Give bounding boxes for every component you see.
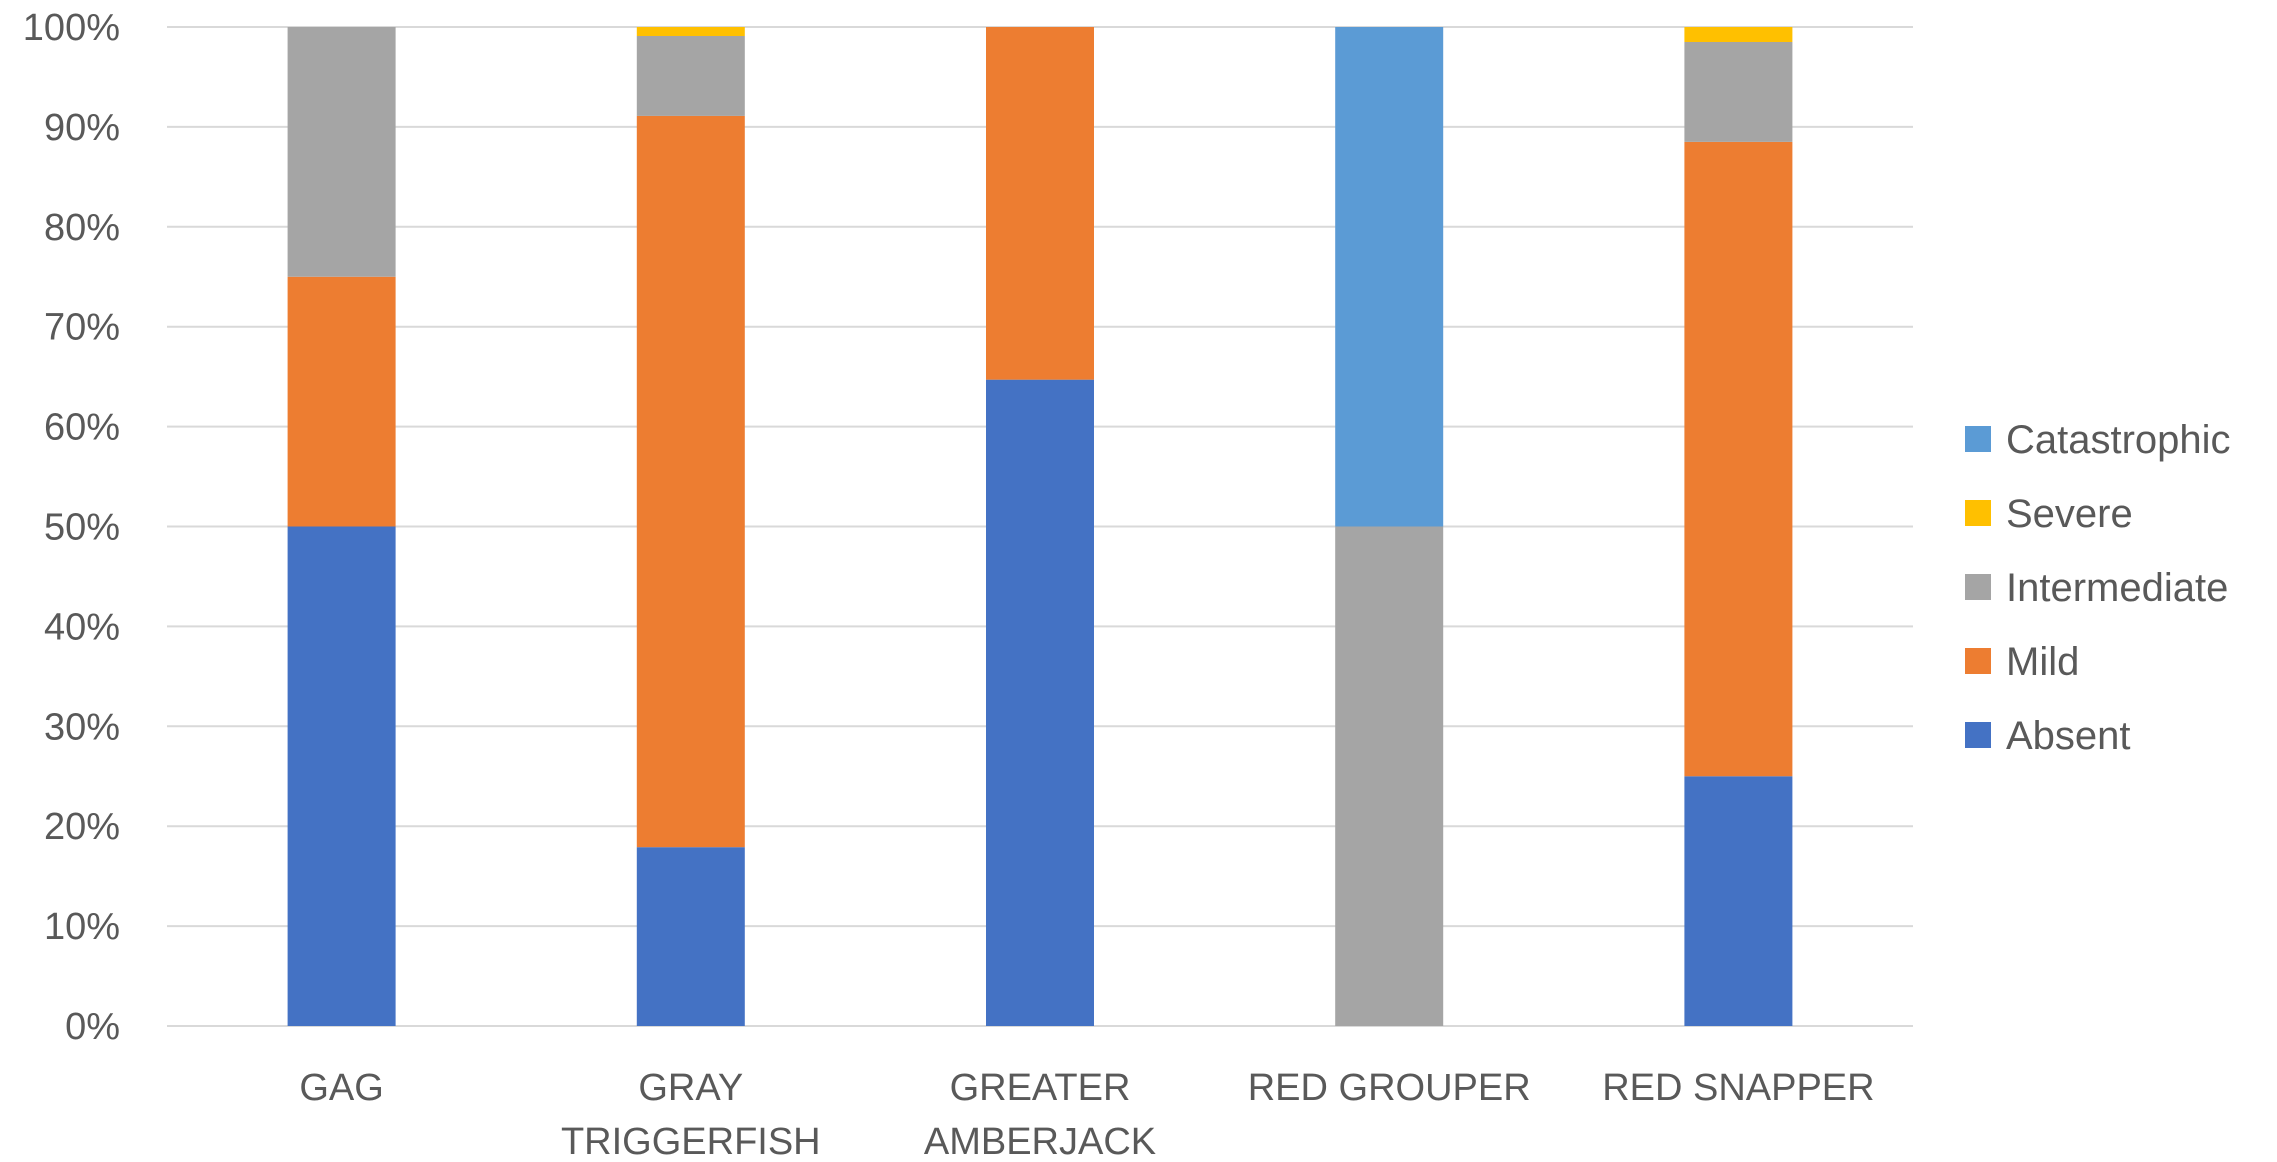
bar-absent <box>636 847 745 1026</box>
bar-catastrophic <box>1335 27 1444 527</box>
bar-severe <box>1684 27 1793 42</box>
x-category-label: RED GROUPER <box>1248 1067 1531 1109</box>
y-tick-label: 90% <box>44 107 120 149</box>
x-axis-category-labels: GAG GRAY TRIGGERFISH GREATER AMBERJACK RED GR… <box>299 1067 1874 1162</box>
bar-mild <box>1684 141 1793 777</box>
x-category-label: GRAY TRIGGERFISH <box>561 1067 821 1162</box>
bars <box>287 27 1793 1027</box>
y-tick-label: 60% <box>44 407 120 449</box>
legend-label-intermediate: Intermediate <box>2006 566 2228 610</box>
y-tick-label: 50% <box>44 507 120 549</box>
legend-label-absent: Absent <box>2006 714 2131 758</box>
bar-mild <box>287 276 396 527</box>
bar-intermediate <box>287 27 396 277</box>
y-tick-label: 30% <box>44 706 120 748</box>
y-tick-label: 70% <box>44 307 120 349</box>
y-tick-label: 80% <box>44 207 120 249</box>
legend-swatch-intermediate <box>1965 574 1991 600</box>
y-tick-label: 0% <box>65 1006 120 1048</box>
legend-swatch-catastrophic <box>1965 426 1991 452</box>
y-axis-tick-labels: 0% 10% 20% 30% 40% 50% 60% 70% 80% 90% 100% <box>23 7 120 1048</box>
legend: Catastrophic Severe Intermediate Mild Absent <box>1965 418 2231 758</box>
bar-absent <box>287 526 396 1026</box>
x-category-label: GAG <box>299 1067 383 1109</box>
bar-absent <box>1684 776 1793 1026</box>
legend-label-catastrophic: Catastrophic <box>2006 418 2231 462</box>
legend-label-severe: Severe <box>2006 492 2133 536</box>
y-tick-label: 20% <box>44 806 120 848</box>
bar-absent <box>986 379 1094 1027</box>
bar-severe <box>636 27 745 36</box>
bar-intermediate <box>1335 526 1444 1026</box>
x-category-label: GREATER AMBERJACK <box>924 1067 1156 1162</box>
y-tick-label: 100% <box>23 7 120 49</box>
x-category-label: RED SNAPPER <box>1602 1067 1874 1109</box>
bar-intermediate <box>636 35 745 116</box>
legend-swatch-mild <box>1965 648 1991 674</box>
legend-swatch-severe <box>1965 500 1991 526</box>
bar-mild <box>986 27 1094 380</box>
legend-swatch-absent <box>1965 722 1991 748</box>
bar-mild <box>636 115 745 848</box>
y-tick-label: 40% <box>44 606 120 648</box>
bar-intermediate <box>1684 41 1793 142</box>
y-tick-label: 10% <box>44 906 120 948</box>
legend-label-mild: Mild <box>2006 640 2079 684</box>
